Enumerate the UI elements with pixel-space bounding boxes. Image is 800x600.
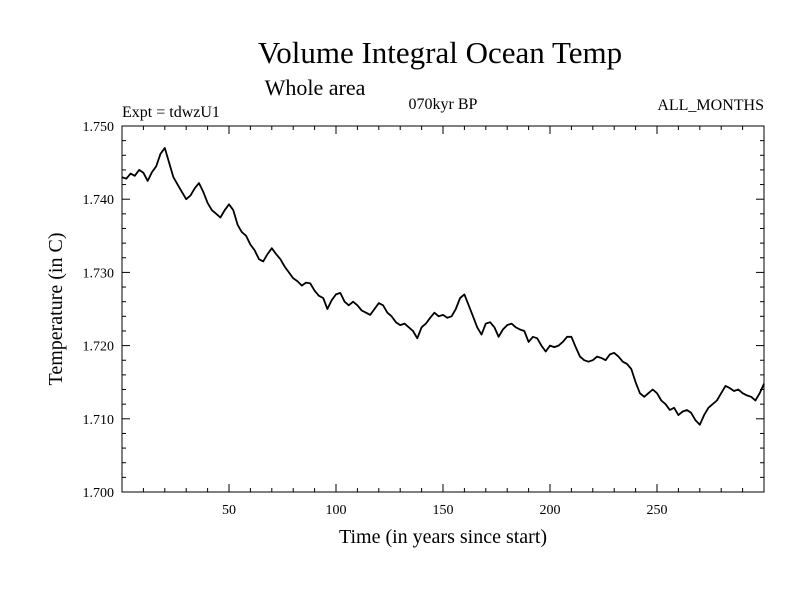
y-tick-label-1.750: 1.750	[83, 120, 115, 135]
x-tick-label-150: 150	[433, 503, 454, 518]
x-tick-label-200: 200	[540, 503, 561, 518]
y-axis-label: Temperature (in C)	[45, 233, 67, 386]
months-label: ALL_MONTHS	[657, 97, 764, 114]
y-tick-label-1.710: 1.710	[83, 413, 115, 428]
temperature-series-line	[121, 147, 765, 426]
y-tick-label-1.720: 1.720	[83, 340, 115, 355]
chart-subtitle: Whole area	[265, 75, 366, 100]
expt-label: Expt = tdwzU1	[122, 104, 220, 121]
tick-labels: 50 100 150 200 250 1.700 1.710 1.720 1.730 1.740 1…	[83, 120, 668, 518]
axis-ticks	[122, 126, 764, 492]
y-tick-label-1.740: 1.740	[83, 193, 115, 208]
x-tick-label-100: 100	[326, 503, 347, 518]
chart-title: Volume Integral Ocean Temp	[258, 35, 622, 70]
plot-frame	[121, 125, 765, 493]
period-label: 070kyr BP	[409, 96, 478, 113]
x-axis-label: Time (in years since start)	[339, 526, 547, 548]
x-tick-label-250: 250	[647, 503, 668, 518]
y-tick-label-1.730: 1.730	[83, 266, 115, 281]
y-tick-label-1.700: 1.700	[83, 486, 115, 501]
x-tick-label-50: 50	[222, 503, 236, 518]
